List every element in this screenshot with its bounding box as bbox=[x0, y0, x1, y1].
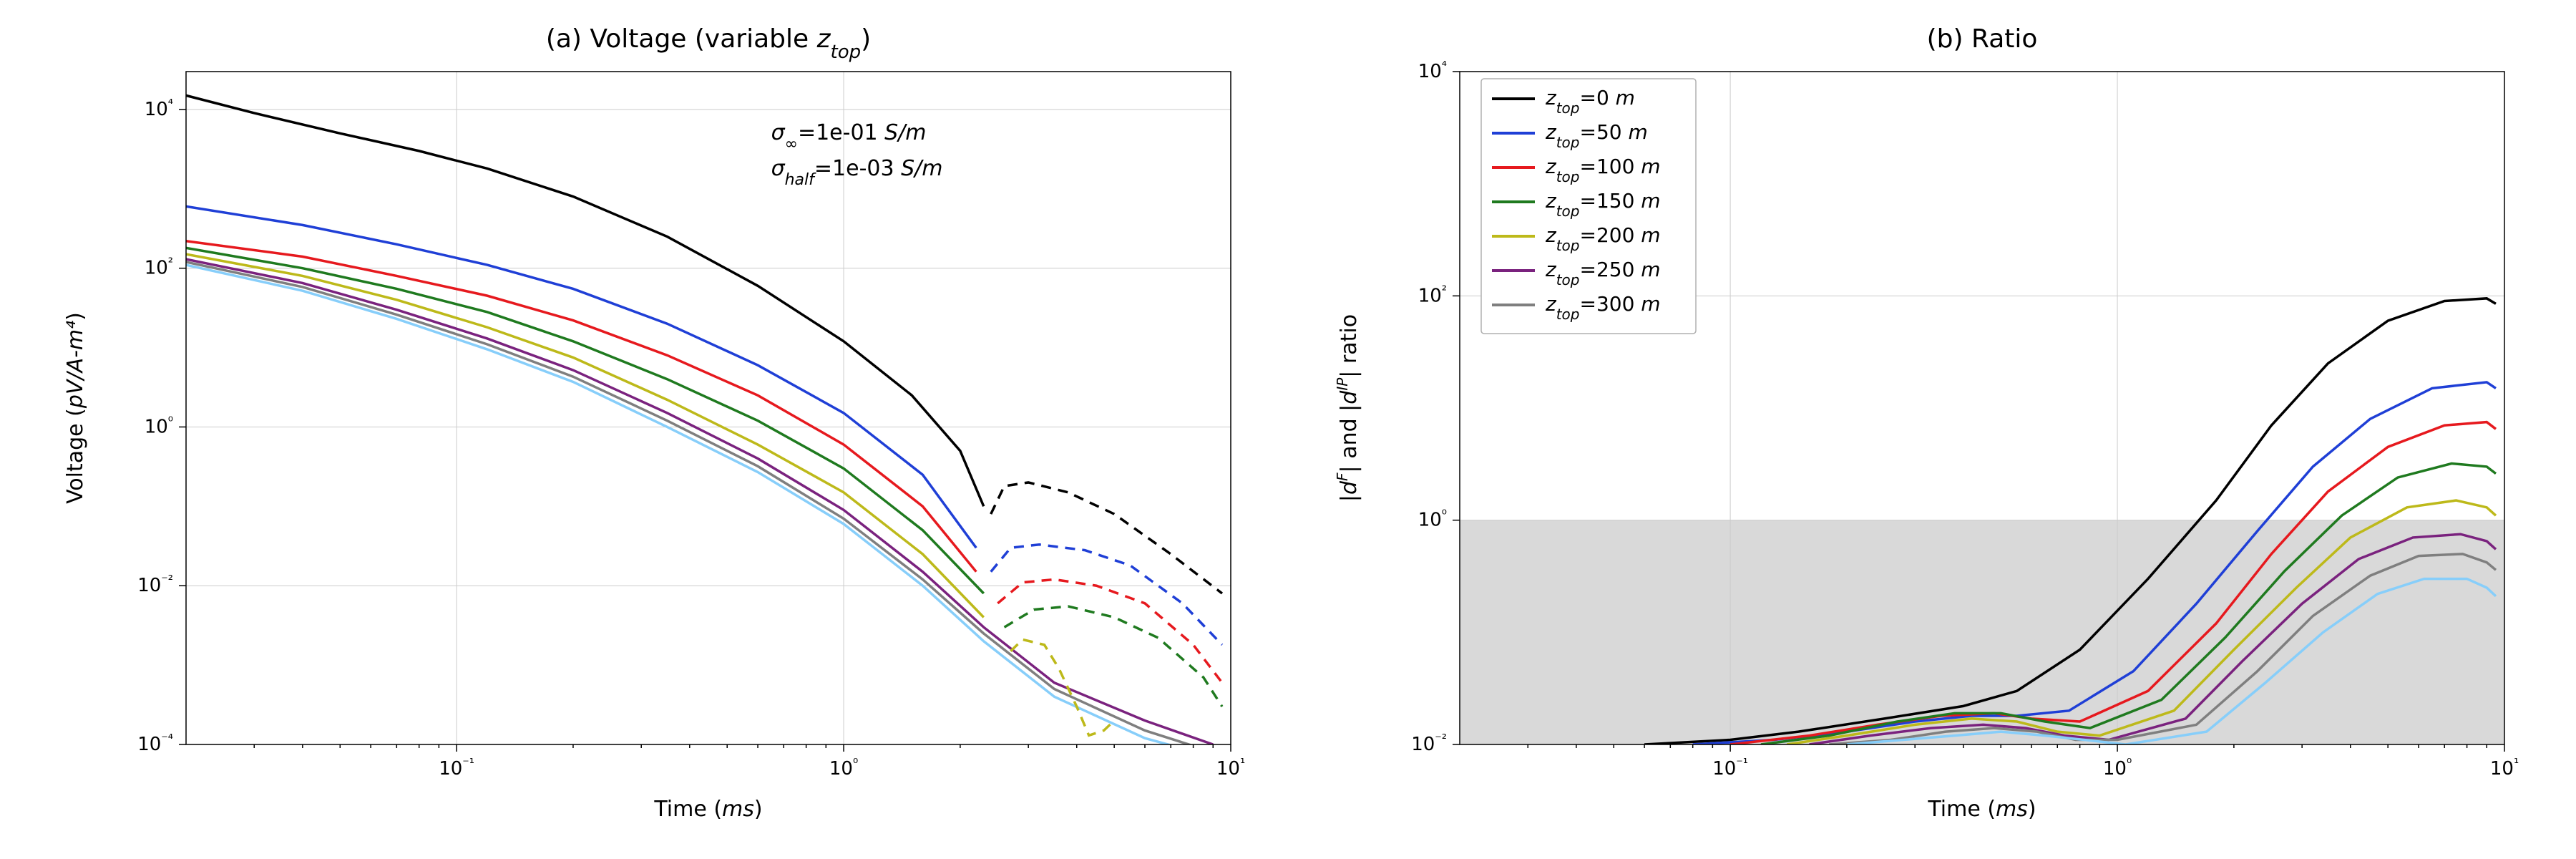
svg-text:10⁰: 10⁰ bbox=[145, 414, 173, 438]
svg-text:Time (ms): Time (ms) bbox=[653, 797, 762, 822]
svg-text:10²: 10² bbox=[145, 255, 173, 279]
svg-text:10⁰: 10⁰ bbox=[829, 756, 858, 780]
svg-text:σhalf=1e-03 S/m: σhalf=1e-03 S/m bbox=[771, 156, 943, 189]
svg-text:10⁰: 10⁰ bbox=[2103, 756, 2132, 780]
svg-text:10⁻¹: 10⁻¹ bbox=[439, 756, 474, 780]
svg-text:(b) Ratio: (b) Ratio bbox=[1927, 24, 2038, 54]
panel-a-svg: (a) Voltage (variable ztop) 10⁻¹ 10⁰ 10¹ 10⁻… bbox=[43, 14, 1259, 845]
svg-text:10¹: 10¹ bbox=[2490, 756, 2519, 780]
svg-text:10¹: 10¹ bbox=[1216, 756, 1245, 780]
svg-text:10⁰: 10⁰ bbox=[1418, 507, 1447, 531]
svg-text:(a) Voltage (variable ztop): (a) Voltage (variable ztop) bbox=[546, 24, 871, 63]
panel-b-svg: (b) Ratio 10⁻¹ 10⁰ 10¹ 10⁻² 10⁰ 10² 10⁴ Time (ms… bbox=[1317, 14, 2533, 845]
svg-text:10²: 10² bbox=[1418, 283, 1447, 307]
svg-text:10⁻²: 10⁻² bbox=[137, 573, 173, 597]
svg-text:10⁻¹: 10⁻¹ bbox=[1712, 756, 1748, 780]
svg-text:Time (ms): Time (ms) bbox=[1927, 797, 2036, 822]
svg-text:10⁴: 10⁴ bbox=[145, 96, 173, 120]
panel-a: (a) Voltage (variable ztop) 10⁻¹ 10⁰ 10¹ 10⁻… bbox=[43, 14, 1259, 845]
svg-text:Voltage (pV/A-m⁴): Voltage (pV/A-m⁴) bbox=[63, 312, 88, 504]
svg-text:10⁴: 10⁴ bbox=[1418, 59, 1447, 83]
svg-text:|dF| and |dIP| ratio: |dF| and |dIP| ratio bbox=[1334, 314, 1362, 502]
svg-text:σ∞=1e-01 S/m: σ∞=1e-01 S/m bbox=[771, 120, 927, 153]
panel-b: (b) Ratio 10⁻¹ 10⁰ 10¹ 10⁻² 10⁰ 10² 10⁴ Time (ms… bbox=[1317, 14, 2533, 845]
svg-text:10⁻²: 10⁻² bbox=[1411, 732, 1447, 756]
figure-container: (a) Voltage (variable ztop) 10⁻¹ 10⁰ 10¹ 10⁻… bbox=[14, 14, 2562, 845]
svg-text:10⁻⁴: 10⁻⁴ bbox=[137, 732, 173, 756]
